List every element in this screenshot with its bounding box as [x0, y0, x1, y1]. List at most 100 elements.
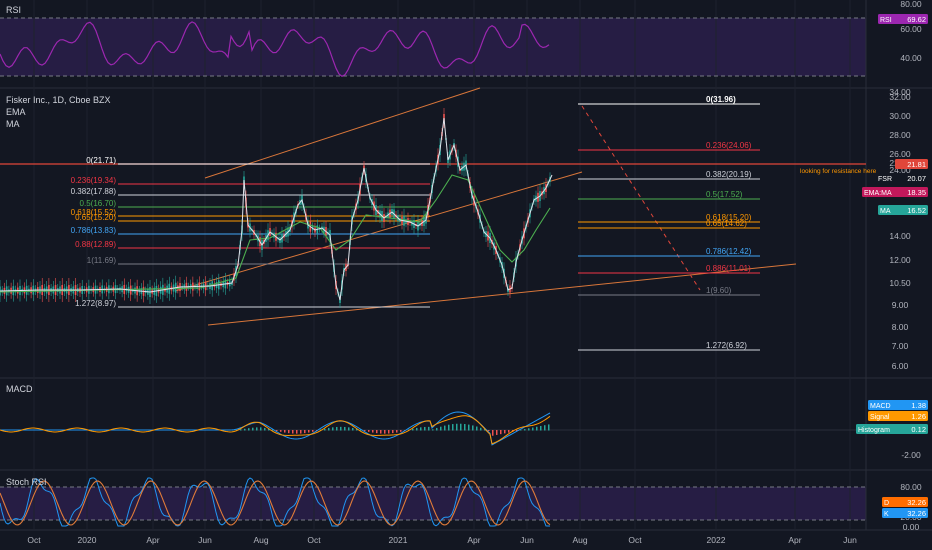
badge-bg	[878, 14, 928, 24]
histogram-bar	[352, 427, 354, 431]
histogram-bar	[444, 425, 446, 431]
badge-bg	[895, 159, 928, 169]
rsi-tick-label: 80.00	[900, 0, 922, 9]
legend-ma: MA	[6, 119, 20, 129]
badge-label: D	[884, 500, 889, 507]
badge-bg	[868, 400, 928, 410]
badge-value: 1.38	[911, 401, 926, 410]
price-tick-label: 14.00	[889, 231, 911, 241]
histogram-bar	[448, 424, 450, 431]
histogram-bar	[544, 425, 546, 431]
histogram-bar	[496, 430, 498, 435]
histogram-bar	[308, 430, 310, 433]
value-badge: Histogram 0.12	[856, 424, 928, 434]
histogram-bar	[432, 429, 434, 431]
price-tick-label: 28.00	[889, 130, 911, 140]
histogram-bar	[284, 430, 286, 433]
histogram-bar	[268, 428, 270, 431]
time-tick-label: Jun	[198, 535, 212, 545]
badge-label: EMA:MA	[864, 190, 892, 197]
histogram-bar	[492, 430, 494, 436]
histogram-bar	[396, 430, 398, 433]
stoch-tick-label: 80.00	[900, 482, 922, 492]
histogram-bar	[376, 430, 378, 434]
rsi-line	[0, 21, 550, 78]
histogram-bar	[468, 424, 470, 431]
channel-upper-trendline	[204, 87, 481, 179]
badge-value: 20.07	[907, 174, 926, 183]
histogram-bar	[504, 430, 506, 434]
histogram-bar	[456, 423, 458, 431]
fib-right-label: 0.618(15.20)	[706, 213, 752, 222]
histogram-bar	[484, 429, 486, 431]
fib-left-label: 0(21.71)	[86, 156, 116, 165]
fib-right-label: 1.272(6.92)	[706, 341, 747, 350]
time-tick-label: Apr	[788, 535, 801, 545]
histogram-bar	[412, 428, 414, 431]
price-tick-label: 26.00	[889, 149, 911, 159]
fib-left-label: 1(11.69)	[87, 256, 117, 265]
price-tick-label: 8.00	[892, 322, 909, 332]
histogram-bar	[516, 430, 518, 432]
value-badge: EMA:MA 18.35	[862, 187, 928, 197]
badge-bg	[878, 205, 928, 215]
stoch-band	[0, 487, 866, 520]
fib-left-label: 0.236(19.34)	[71, 176, 117, 185]
price-tick-label: 9.00	[892, 300, 909, 310]
fib-right-label: 0.65(14.62)	[706, 219, 747, 228]
macd-tick-label: -2.00	[901, 450, 921, 460]
histogram-bar	[524, 429, 526, 431]
signal-line	[0, 415, 551, 445]
histogram-bar	[380, 430, 382, 434]
fib-right-labels: 0(31.96) 0.236(24.06) 0.382(20.19) 0.5(17.5…	[706, 95, 752, 350]
fib-left-label: 0.65(15.20)	[75, 213, 116, 222]
rsi-axis-ticks: 80.00 60.00 40.00	[900, 0, 922, 63]
badge-label: K	[884, 511, 889, 518]
histogram-bar	[392, 430, 394, 434]
value-badge: D 32.26	[882, 497, 928, 507]
stoch-k-line	[0, 477, 550, 527]
badge-bg	[862, 187, 928, 197]
value-badge: RSI 69.62	[878, 14, 928, 24]
value-badge: 21.81	[895, 159, 928, 169]
fib-left-label: 0.88(12.89)	[75, 240, 116, 249]
histogram-bar	[372, 430, 374, 433]
histogram-bar	[240, 429, 242, 431]
time-tick-label: 2020	[78, 535, 97, 545]
time-axis-ticks[interactable]: Oct 2020 Apr Jun Aug Oct 2021 Apr Jun Aug Oct 2022 A…	[27, 535, 857, 545]
histogram-bar	[304, 430, 306, 434]
value-badge: Signal 1.26	[868, 411, 928, 421]
histogram-bar	[272, 429, 274, 431]
badge-bg	[882, 497, 928, 507]
price-tick-label: 32.00	[889, 92, 911, 102]
histogram-bar	[332, 427, 334, 431]
histogram-bar	[364, 430, 366, 431]
histogram-bar	[480, 427, 482, 431]
fib-left-label: 0.5(16.70)	[80, 199, 117, 208]
histogram-bar	[508, 430, 510, 433]
fib-right-label: 0.5(17.52)	[706, 190, 743, 199]
badge-bg	[868, 411, 928, 421]
histogram-bar	[324, 428, 326, 431]
histogram-bar	[288, 430, 290, 434]
histogram-bar	[400, 430, 402, 432]
time-tick-label: Aug	[253, 535, 268, 545]
badge-value: 21.81	[907, 160, 926, 169]
fib-right-label: 0(31.96)	[706, 95, 736, 104]
price-tick-label: 12.00	[889, 255, 911, 265]
histogram-bar	[548, 424, 550, 431]
value-badge: MACD 1.38	[868, 400, 928, 410]
badge-value: 1.26	[911, 412, 926, 421]
legend-ema: EMA	[6, 107, 26, 117]
histogram-bar	[252, 427, 254, 431]
histogram-bar	[452, 424, 454, 431]
badge-label: Signal	[870, 414, 890, 421]
value-badge: K 32.26	[882, 508, 928, 518]
histogram-bar	[520, 429, 522, 431]
value-badge: MA 16.52	[878, 205, 928, 215]
fib-right-label: 0.786(12.42)	[706, 247, 752, 256]
price-tick-label: 24.00	[889, 165, 911, 175]
rsi-tick-label: 60.00	[900, 24, 922, 34]
time-tick-label: Oct	[307, 535, 321, 545]
